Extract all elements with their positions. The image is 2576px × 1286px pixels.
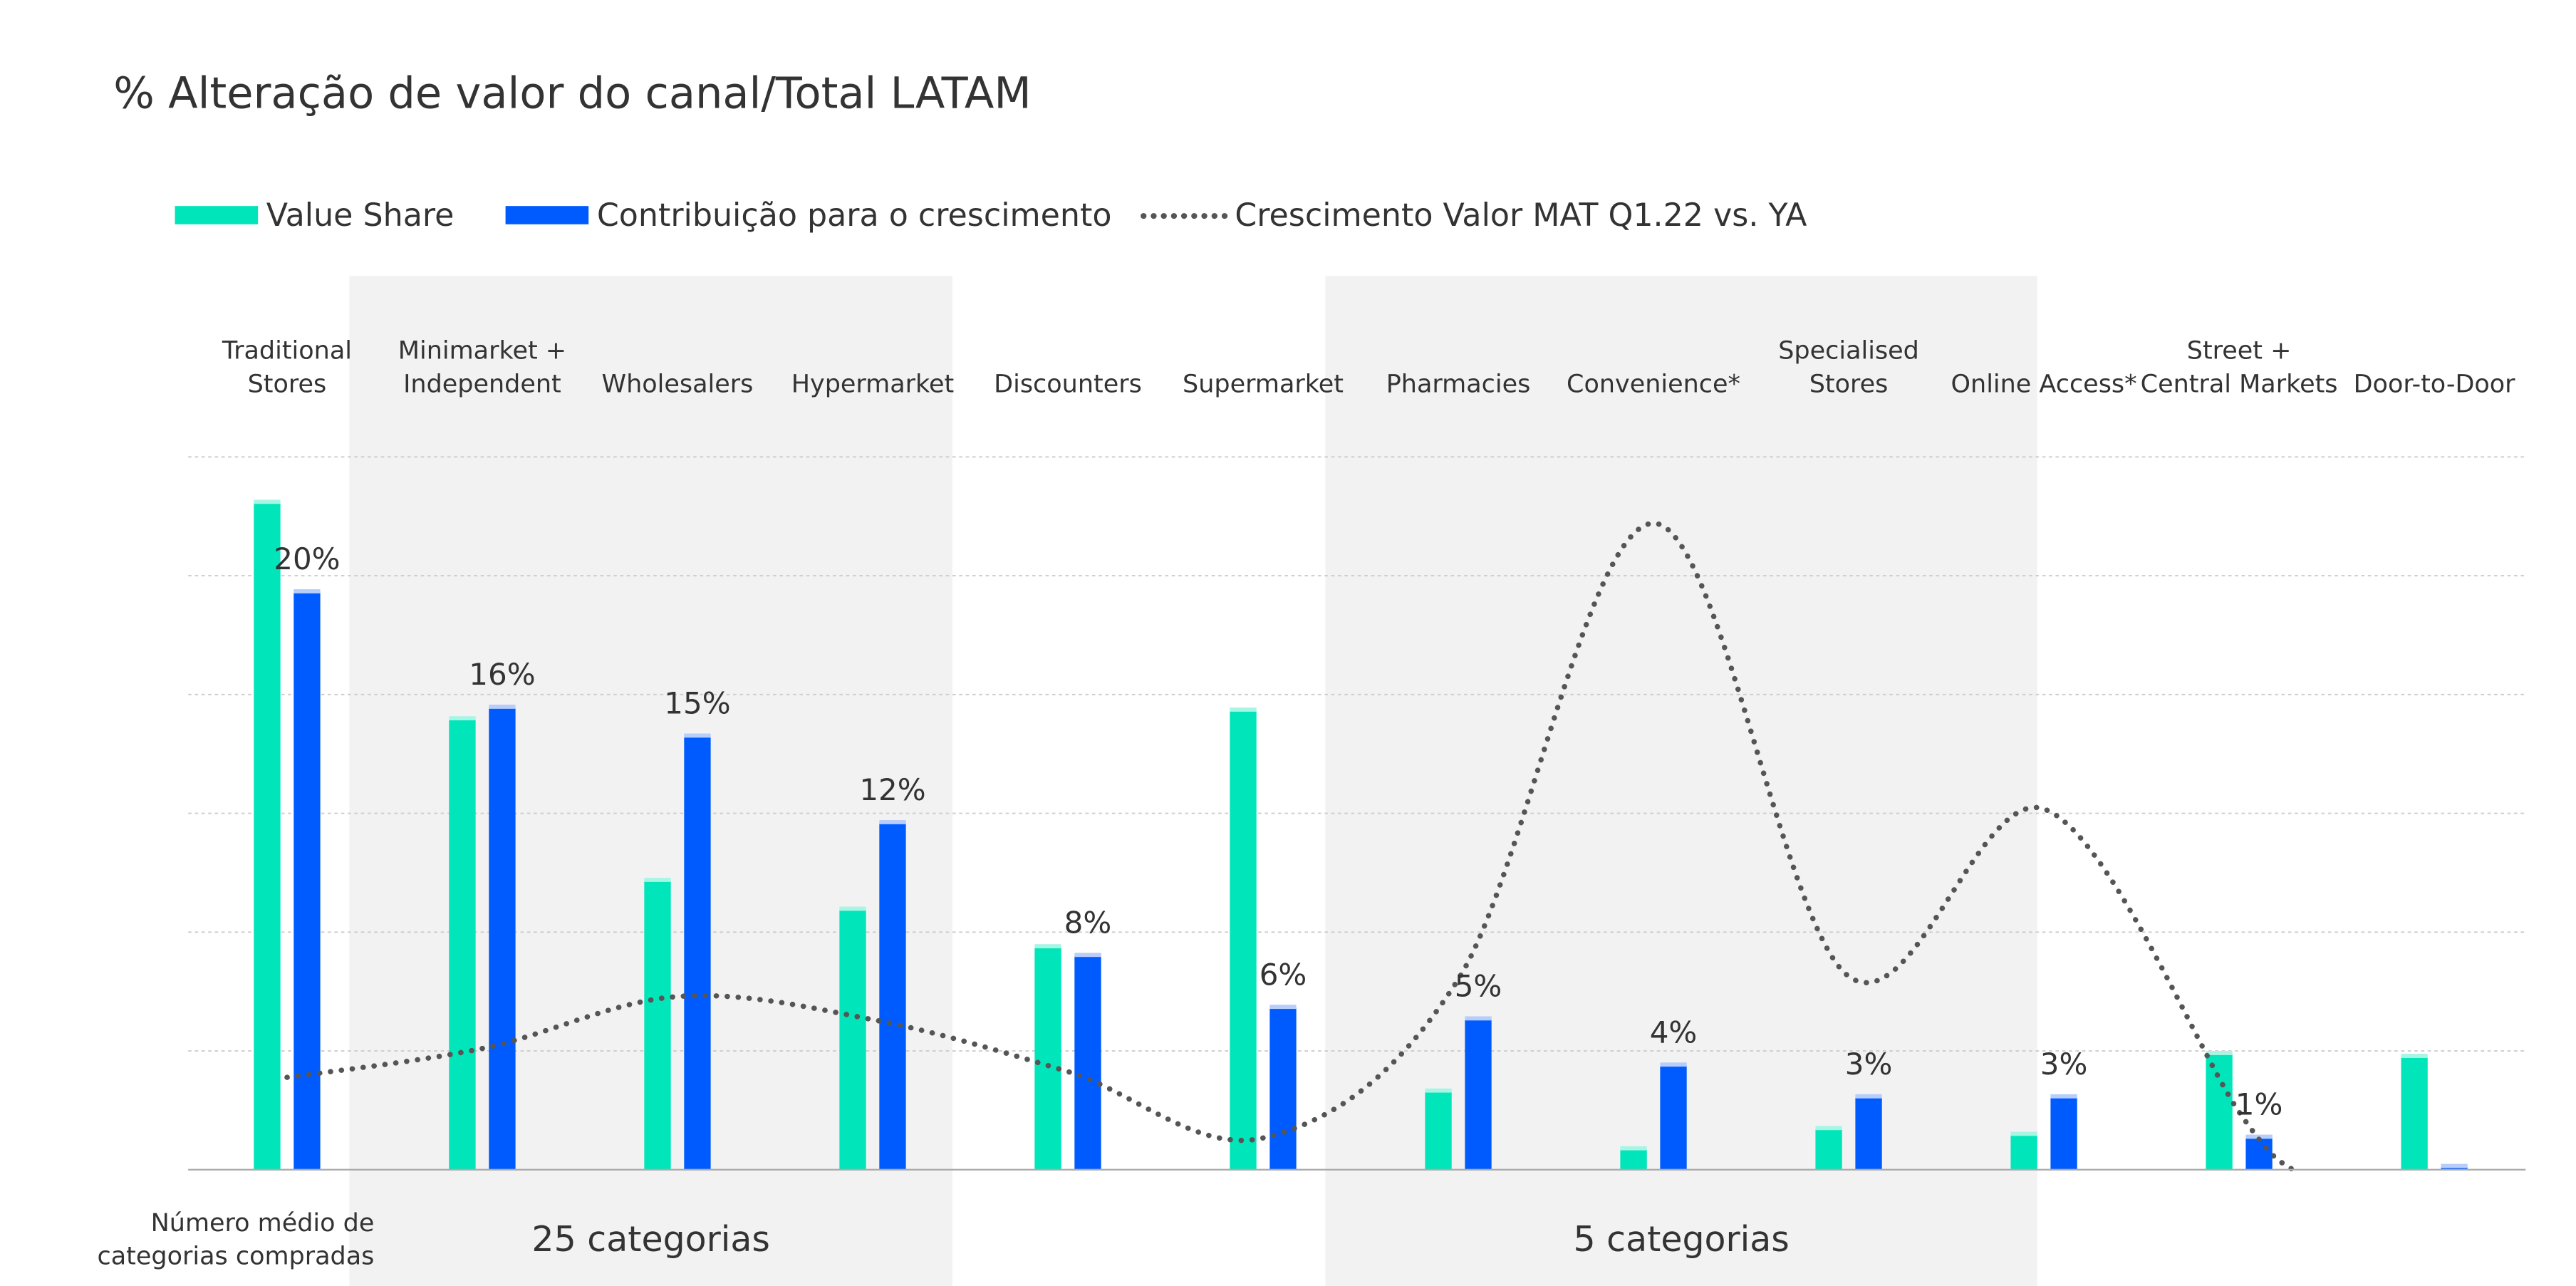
- group-label: 25 categorias: [531, 1219, 769, 1260]
- category-label: Stores: [1809, 370, 1889, 398]
- category-label: Online Access*: [1951, 370, 2137, 398]
- bar-value-share: [1230, 710, 1257, 1170]
- bar-contribution: [489, 707, 516, 1170]
- category-label: Discounters: [994, 370, 1142, 398]
- category-label: Pharmacies: [1386, 370, 1531, 398]
- legend-label-growth: Crescimento Valor MAT Q1.22 vs. YA: [1235, 197, 1807, 234]
- group-label: 5 categorias: [1573, 1219, 1789, 1260]
- bar-contribution: [2050, 1097, 2077, 1170]
- bar-contribution: [1855, 1097, 1882, 1170]
- data-labels: 20% 16% 15% 12% 8% 6% 5% 4% 3% 3% 1%: [274, 541, 2283, 1122]
- bar-cap: [1034, 944, 1061, 949]
- bar-cap: [2010, 1131, 2037, 1136]
- category-label: Door-to-Door: [2354, 370, 2516, 398]
- bar-cap: [449, 716, 476, 721]
- bar-cap: [644, 878, 671, 882]
- data-label-contribution: 6%: [1260, 957, 1307, 992]
- bar-cap: [1855, 1094, 1882, 1099]
- bar-cap: [839, 906, 866, 911]
- data-label-contribution: 20%: [274, 541, 340, 576]
- bar-contribution: [2245, 1138, 2273, 1170]
- bar-cap: [1425, 1088, 1452, 1093]
- bar-cap: [489, 705, 516, 709]
- category-group-bands: [349, 276, 2037, 1286]
- bar-contribution: [1660, 1065, 1687, 1170]
- category-label: Street +: [2187, 337, 2292, 365]
- bar-contribution: [1465, 1020, 1492, 1170]
- bar-value-share: [1034, 947, 1061, 1170]
- bar-cap: [1815, 1126, 1842, 1131]
- category-labels: Traditional Stores Minimarket + Independent…: [222, 337, 2515, 399]
- row-label-line-1: Número médio de: [151, 1209, 375, 1238]
- legend-swatch-contribution: [505, 206, 589, 224]
- gridlines: [188, 456, 2526, 1052]
- data-label-contribution: 3%: [1845, 1047, 1893, 1082]
- bar-value-share: [2010, 1135, 2037, 1170]
- chart-title: % Alteração de valor do canal/Total LATA…: [113, 69, 1031, 119]
- bar-contribution: [879, 823, 906, 1170]
- category-label: Independent: [403, 370, 561, 398]
- data-label-contribution: 4%: [1650, 1015, 1698, 1049]
- data-label-contribution: 3%: [2040, 1047, 2088, 1082]
- bar-contribution: [294, 592, 321, 1170]
- category-label: Traditional: [222, 337, 352, 365]
- category-label: Hypermarket: [791, 370, 955, 398]
- category-label: Supermarket: [1183, 370, 1344, 398]
- group-labels: 25 categorias 5 categorias: [531, 1219, 1789, 1260]
- data-label-contribution: 16%: [469, 657, 535, 692]
- category-label: Minimarket +: [398, 337, 566, 365]
- bar-cap: [254, 499, 281, 504]
- bar-contribution: [684, 737, 711, 1170]
- bar-cap: [1465, 1016, 1492, 1021]
- bar-cap: [2206, 1051, 2233, 1055]
- bar-cap: [2441, 1163, 2468, 1168]
- category-label: Convenience*: [1567, 370, 1740, 398]
- bar-cap: [2401, 1054, 2428, 1058]
- category-label: Specialised: [1778, 337, 1919, 365]
- data-label-contribution: 1%: [2235, 1087, 2283, 1122]
- bar-cap: [1074, 953, 1101, 958]
- bar-cap: [1269, 1005, 1297, 1010]
- bar-cap: [2050, 1094, 2077, 1099]
- bar-contribution: [1269, 1007, 1297, 1170]
- bar-cap: [2245, 1134, 2273, 1139]
- bar-value-share: [2401, 1057, 2428, 1170]
- data-label-contribution: 8%: [1064, 905, 1112, 940]
- category-label: Stores: [248, 370, 327, 398]
- legend-label-value-share: Value Share: [266, 197, 455, 234]
- growth-line: [284, 520, 2295, 1173]
- data-label-contribution: 5%: [1455, 968, 1502, 1003]
- bar-value-share: [1815, 1129, 1842, 1170]
- bar-value-share: [449, 719, 476, 1170]
- bar-value-share: [644, 881, 671, 1170]
- bar-cap: [879, 820, 906, 824]
- bar-cap: [294, 589, 321, 593]
- bar-value-share: [1425, 1091, 1452, 1170]
- bar-cap: [1230, 707, 1257, 712]
- legend: Value Share Contribuição para o crescime…: [175, 197, 1807, 234]
- bar-contribution: [1074, 956, 1101, 1170]
- data-label-contribution: 15%: [664, 686, 730, 721]
- bar-contribution: [2441, 1167, 2468, 1170]
- legend-label-contribution: Contribuição para o crescimento: [597, 197, 1112, 234]
- legend-swatch-value-share: [175, 206, 259, 224]
- category-label: Wholesalers: [602, 370, 754, 398]
- bar-cap: [1660, 1062, 1687, 1067]
- bar-cap: [1620, 1146, 1647, 1151]
- bars: [254, 499, 2468, 1170]
- row-label-line-2: categorias compradas: [98, 1243, 375, 1271]
- bar-value-share: [254, 503, 281, 1170]
- category-label: Central Markets: [2141, 370, 2338, 398]
- bar-value-share: [1620, 1149, 1647, 1170]
- data-label-contribution: 12%: [859, 772, 925, 807]
- bar-value-share: [2206, 1054, 2233, 1170]
- bar-value-share: [839, 910, 866, 1170]
- bar-cap: [684, 733, 711, 738]
